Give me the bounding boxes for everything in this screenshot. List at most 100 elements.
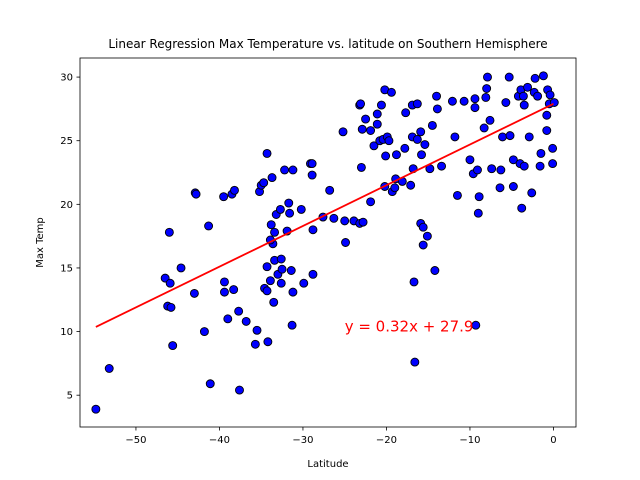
data-point <box>387 87 396 97</box>
data-point <box>234 306 244 316</box>
y-tick-label: 10 <box>60 327 73 338</box>
data-point <box>483 72 492 82</box>
data-point <box>307 170 317 180</box>
data-point <box>308 225 318 235</box>
data-point <box>299 278 309 288</box>
x-tick-label: −20 <box>376 435 397 446</box>
regression-line <box>95 102 554 328</box>
data-point <box>418 240 428 250</box>
data-point <box>230 185 239 195</box>
data-point <box>376 100 386 110</box>
data-point <box>505 131 515 141</box>
data-point <box>420 140 430 149</box>
data-point <box>307 159 317 169</box>
data-point <box>176 263 186 273</box>
data-point <box>241 316 251 326</box>
data-point <box>450 132 460 142</box>
data-point <box>417 150 426 160</box>
data-point <box>104 364 114 373</box>
data-point <box>199 327 209 337</box>
data-point <box>430 266 440 275</box>
data-point <box>325 185 335 195</box>
data-point <box>527 188 537 198</box>
x-tick-label: −10 <box>459 435 480 446</box>
data-point <box>223 314 233 324</box>
regression-layer <box>95 102 554 328</box>
data-point <box>470 94 480 104</box>
y-tick-label: 20 <box>60 200 73 211</box>
data-point <box>205 379 215 389</box>
data-point <box>432 91 441 101</box>
data-point <box>308 269 318 279</box>
data-point <box>284 198 294 208</box>
data-point <box>250 339 260 349</box>
data-point <box>357 124 367 134</box>
data-point <box>501 98 511 107</box>
plot-frame <box>79 57 577 428</box>
data-point <box>267 173 277 183</box>
data-point <box>400 143 410 153</box>
data-point <box>427 120 437 130</box>
data-point <box>418 222 428 232</box>
data-point <box>535 161 545 171</box>
data-point <box>266 220 276 230</box>
data-point <box>447 96 457 106</box>
data-point <box>235 385 244 395</box>
data-point <box>422 231 432 241</box>
data-point <box>165 278 175 288</box>
data-point <box>191 189 201 199</box>
data-point <box>548 143 558 153</box>
data-point <box>263 337 273 347</box>
data-point <box>259 178 269 188</box>
data-point <box>473 208 483 218</box>
data-point <box>219 192 229 202</box>
data-point <box>366 126 376 135</box>
data-point <box>262 148 272 158</box>
y-tick-label: 30 <box>60 73 73 84</box>
data-point <box>465 155 475 165</box>
data-point <box>473 165 482 175</box>
data-point <box>474 192 484 202</box>
data-point <box>496 165 506 175</box>
data-point <box>498 132 507 142</box>
data-point <box>381 151 391 161</box>
data-point <box>482 84 492 93</box>
data-point <box>269 297 279 307</box>
y-axis-label: Max Temp <box>35 217 46 268</box>
data-point <box>495 183 505 193</box>
data-point <box>406 180 416 190</box>
data-point <box>356 99 366 109</box>
data-point <box>508 182 518 191</box>
x-tick-label: −50 <box>125 435 146 446</box>
data-point <box>341 238 350 247</box>
data-point <box>369 141 379 151</box>
data-point <box>229 285 239 295</box>
data-point <box>166 302 176 312</box>
data-point <box>275 204 285 214</box>
data-point <box>286 266 296 275</box>
data-point <box>296 204 306 214</box>
data-point <box>392 150 401 160</box>
data-point <box>361 114 371 124</box>
x-axis-ticks: −50 −40 −30 −20 −10 0 <box>125 427 557 446</box>
data-point <box>487 164 497 174</box>
data-point <box>470 103 480 113</box>
regression-equation: y = 0.32x + 27.9 <box>345 318 474 336</box>
data-point <box>276 254 286 264</box>
data-point <box>517 203 527 213</box>
data-point <box>536 148 546 158</box>
data-point <box>432 104 442 114</box>
data-point <box>390 183 400 193</box>
data-points <box>91 71 559 414</box>
data-point <box>340 216 350 226</box>
data-point <box>280 165 290 175</box>
data-point <box>356 162 366 172</box>
data-point <box>523 82 533 92</box>
y-tick-label: 5 <box>67 391 73 402</box>
data-point <box>366 197 376 207</box>
data-point <box>91 404 101 414</box>
data-point <box>530 73 540 83</box>
data-point <box>524 132 534 142</box>
data-point <box>262 262 272 272</box>
